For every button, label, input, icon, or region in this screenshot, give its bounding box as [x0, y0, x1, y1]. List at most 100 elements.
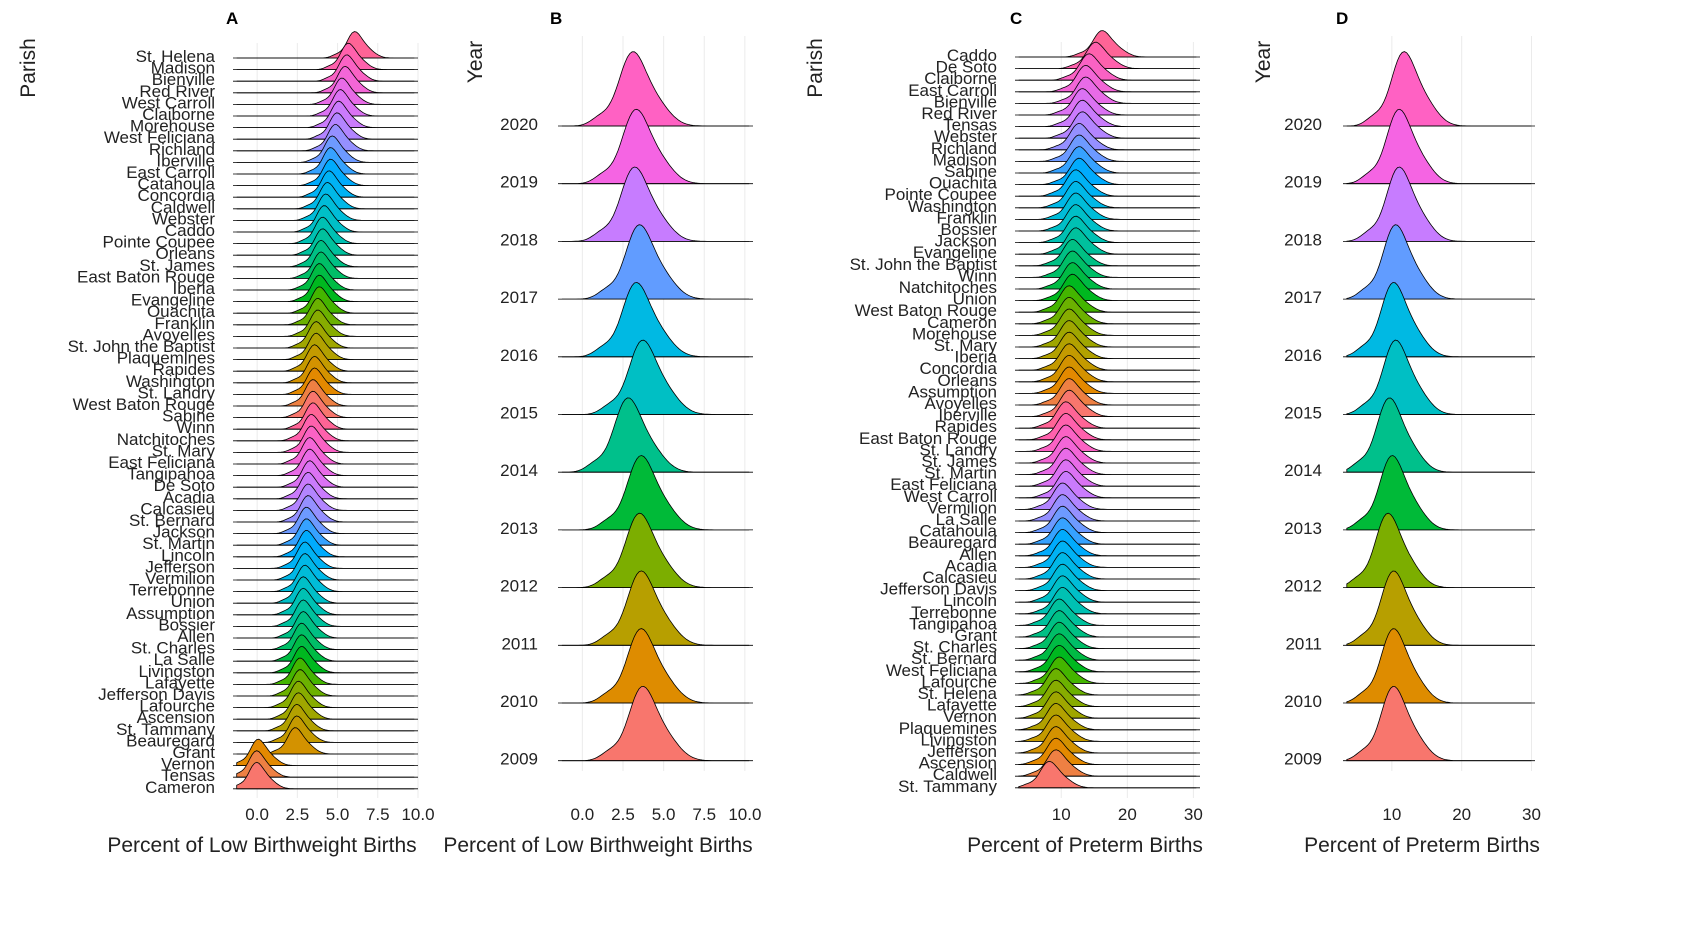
- category-label: Concordia: [138, 186, 216, 205]
- ridge-st-helena: [1018, 668, 1197, 696]
- category-label: Acadia: [163, 488, 216, 507]
- category-label: Washington: [908, 197, 997, 216]
- category-label: Grant: [954, 626, 997, 645]
- category-label: Lafourche: [139, 697, 215, 716]
- category-label: 2011: [1285, 634, 1322, 653]
- category-label: 2020: [500, 115, 538, 134]
- category-label: West Baton Rouge: [855, 301, 997, 320]
- category-label: 2009: [500, 750, 538, 769]
- category-label: Richland: [931, 139, 997, 158]
- category-label: Orleans: [155, 244, 215, 263]
- category-label: St. Landry: [920, 440, 998, 459]
- panel-letter: C: [1010, 9, 1022, 28]
- category-label: St. James: [139, 256, 215, 275]
- category-label: Winn: [958, 266, 997, 285]
- category-label: Lincoln: [161, 546, 215, 565]
- panel-letter: D: [1336, 9, 1348, 28]
- category-label: 2017: [500, 288, 538, 307]
- category-label: Jefferson: [145, 557, 215, 576]
- category-label: Natchitoches: [899, 278, 997, 297]
- category-label: Webster: [152, 209, 215, 228]
- category-label: Rapides: [935, 417, 997, 436]
- category-label: East Carroll: [908, 81, 997, 100]
- category-label: Natchitoches: [117, 430, 215, 449]
- category-label: Calcasieu: [140, 499, 215, 518]
- x-tick-label: 5.0: [652, 805, 676, 824]
- ridge-beauregard: [236, 715, 415, 743]
- x-tick-label: 7.5: [692, 805, 716, 824]
- category-label: St. Landry: [138, 383, 216, 402]
- x-tick-label: 20: [1452, 805, 1471, 824]
- category-label: Claiborne: [924, 69, 997, 88]
- category-label: Jefferson Davis: [880, 580, 997, 599]
- category-label: Franklin: [155, 314, 215, 333]
- category-label: Evangeline: [131, 291, 215, 310]
- ridge-st-helena: [236, 31, 415, 59]
- category-label: St. Bernard: [911, 649, 997, 668]
- category-label: 2019: [1284, 173, 1322, 192]
- category-label: Caldwell: [151, 198, 215, 217]
- category-label: St. Helena: [918, 684, 998, 703]
- category-label: Beauregard: [126, 731, 215, 750]
- category-label: 2013: [1284, 519, 1322, 538]
- category-label: Rapides: [153, 360, 215, 379]
- category-label: Orleans: [937, 371, 997, 390]
- category-label: St. James: [921, 452, 997, 471]
- category-label: Lincoln: [943, 591, 997, 610]
- category-label: St. Martin: [142, 534, 215, 553]
- category-label: West Carroll: [122, 93, 215, 112]
- category-label: Ouachita: [147, 302, 216, 321]
- y-axis-title: Year: [1252, 41, 1275, 83]
- category-label: De Soto: [936, 58, 997, 77]
- category-label: Evangeline: [913, 243, 997, 262]
- category-label: Catahoula: [137, 175, 215, 194]
- ridge-madison: [236, 42, 415, 70]
- category-label: Pointe Coupee: [885, 185, 997, 204]
- category-label: Vermilion: [927, 498, 997, 517]
- x-tick-label: 20: [1118, 805, 1137, 824]
- panel-letter: A: [226, 9, 238, 28]
- category-label: East Baton Rouge: [77, 267, 215, 286]
- category-label: Livingston: [138, 662, 215, 681]
- category-label: Sabine: [162, 407, 215, 426]
- category-label: St. John the Baptist: [850, 255, 998, 274]
- category-label: 2016: [500, 346, 538, 365]
- category-label: Beauregard: [908, 533, 997, 552]
- category-label: Livingston: [920, 730, 997, 749]
- y-axis-title: Parish: [804, 38, 827, 98]
- ridge-2020: [1346, 51, 1532, 127]
- category-label: St. Tammany: [116, 720, 215, 739]
- category-label: Bienville: [152, 70, 215, 89]
- category-label: Claiborne: [142, 105, 215, 124]
- category-label: Bossier: [158, 615, 215, 634]
- category-label: Madison: [151, 59, 215, 78]
- category-label: Caddo: [165, 221, 215, 240]
- category-label: 2017: [1284, 288, 1322, 307]
- x-tick-label: 0.0: [245, 805, 269, 824]
- category-label: 2015: [1284, 404, 1322, 423]
- x-tick-label: 2.5: [286, 805, 310, 824]
- category-label: La Salle: [154, 650, 215, 669]
- category-label: 2014: [1284, 461, 1322, 480]
- category-label: Allen: [959, 545, 997, 564]
- category-label: 2014: [500, 461, 538, 480]
- category-label: Vernon: [161, 755, 215, 774]
- category-label: Vermilion: [145, 569, 215, 588]
- category-label: Allen: [177, 627, 215, 646]
- category-label: Bienville: [934, 92, 997, 111]
- category-label: Vernon: [943, 707, 997, 726]
- category-label: Ouachita: [929, 174, 998, 193]
- category-label: Iberia: [172, 279, 215, 298]
- category-label: La Salle: [936, 510, 997, 529]
- category-label: 2016: [1284, 346, 1322, 365]
- y-axis-title: Parish: [17, 38, 40, 98]
- x-axis-title: Percent of Preterm Births: [967, 834, 1203, 857]
- category-label: Acadia: [945, 556, 998, 575]
- category-label: Plaquemines: [899, 719, 997, 738]
- category-label: Franklin: [937, 208, 997, 227]
- category-label: De Soto: [154, 476, 215, 495]
- category-label: Plaquemines: [117, 349, 215, 368]
- category-label: St. Mary: [152, 441, 216, 460]
- category-label: 2010: [500, 692, 538, 711]
